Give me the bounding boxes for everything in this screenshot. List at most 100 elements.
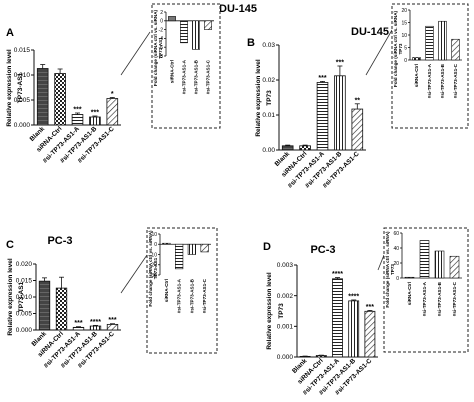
inset-y-axis-label: Fold change (siRNA ctrl vs. siRNA) [148, 230, 153, 307]
significance-label: **** [90, 319, 101, 326]
inset-bar [180, 20, 188, 44]
panel-B: B DU-145 Relative expression level TP73 0.00… [247, 3, 469, 190]
inset-chart: 60 40 20 0 Fold change (siRNA ctrl vs. siRNA… [383, 227, 469, 353]
bar [348, 300, 360, 358]
inset-y-tick-label: 2 [160, 10, 163, 16]
inset-bar [451, 38, 460, 61]
y-tick-label: 0.003 [277, 262, 294, 269]
inset-x-tick-label: #si-TP73-AS1-B [440, 63, 445, 98]
inset-y-tick-label: 10 [401, 33, 407, 39]
significance-label: **** [348, 293, 359, 300]
inset-y-tick-label: 40 [393, 246, 399, 252]
inset-y-tick-label: 20 [401, 8, 407, 14]
inset-x-tick-label: #si-TP73-AS1-C [453, 63, 458, 98]
y-tick-label: 0.03 [262, 42, 275, 49]
inset-bar [162, 242, 171, 245]
y-tick-label: 0.010 [16, 294, 33, 301]
bar [36, 68, 49, 126]
inset-bar [438, 20, 447, 61]
y-axis-label: Relative expression level [7, 258, 14, 336]
significance-label: *** [318, 75, 326, 82]
y-tick-label: 0.010 [14, 72, 31, 79]
inset-bar [187, 243, 197, 255]
inset-y-tick-label: -30 [150, 273, 157, 279]
y-axis-label: Relative expression level [6, 49, 13, 127]
significance-label: *** [108, 317, 116, 324]
significance-label: *** [73, 107, 81, 114]
inset-bar [419, 240, 430, 279]
bar [71, 114, 84, 126]
inset-y-tick-label: 20 [393, 261, 399, 267]
inset-bar [404, 276, 415, 279]
y-tick-label: 0.000 [16, 327, 33, 334]
significance-label: *** [366, 304, 374, 311]
panel-title: DU-145 [351, 26, 389, 38]
inset-y-tick-label: -8 [159, 54, 164, 60]
inset-x-tick-label: #si-TP73-AS1-A [427, 63, 432, 98]
inset-y-axis-label-gene: TP73-AS1 [158, 37, 163, 59]
inset-x-tick-label: siRNA-Ctrl [170, 60, 175, 83]
panel-title: PC-3 [310, 244, 335, 256]
inset-bar [412, 57, 421, 61]
significance-label: *** [91, 110, 99, 117]
significance-label: *** [74, 320, 82, 327]
inset-connector [365, 29, 393, 76]
inset-connector [377, 254, 385, 271]
inset-connector [120, 31, 151, 76]
significance-label: **** [332, 271, 343, 278]
inset-y-tick-label: -2 [159, 27, 164, 33]
inset-y-tick-label: -6 [159, 45, 164, 51]
inset-bar [200, 243, 209, 253]
y-tick-label: 0.001 [277, 324, 294, 331]
inset-y-tick-label: 5 [404, 45, 407, 51]
bar [281, 145, 294, 151]
panel-letter: D [263, 241, 271, 253]
bar [334, 75, 346, 151]
inset-bar [175, 243, 184, 270]
bar [55, 287, 68, 331]
bar [72, 326, 85, 331]
bar [106, 98, 119, 126]
bar [89, 325, 102, 331]
inset-x-tick-label: #si-TP73-AS1-A [177, 278, 182, 313]
bar [89, 116, 101, 126]
bar [351, 108, 364, 151]
inset-bar [192, 20, 200, 50]
inset-y-tick-label: 15 [401, 20, 407, 26]
y-axis-label: Relative expression level [255, 59, 262, 137]
inset-x-tick-label: siRNA-Ctrl [407, 282, 412, 305]
inset-y-tick-label: 0 [154, 242, 157, 248]
inset-y-axis-label: Fold change (siRNA ctrl vs. siRNA) [393, 10, 398, 87]
y-tick-label: 0.00 [262, 147, 275, 154]
y-tick-label: 0.000 [14, 122, 31, 129]
y-axis-label: Relative expression level [266, 272, 273, 350]
y-tick-label: 0.015 [14, 47, 31, 54]
inset-y-axis-label: Fold change (siRNA ctrl vs. siRNA) [385, 231, 390, 308]
y-tick-label: 0.01 [262, 112, 275, 119]
inset-bar [449, 255, 460, 279]
inset-y-axis-label-gene: TP73 [390, 264, 395, 275]
inset-y-tick-label: -4 [159, 36, 164, 42]
inset-x-tick-label: #si-TP73-AS1-B [437, 281, 442, 316]
y-tick-label: 0.005 [16, 311, 33, 318]
inset-y-tick-label: 10 [151, 232, 157, 238]
bar [106, 323, 119, 331]
inset-y-tick-label: -20 [150, 263, 157, 269]
inset-y-axis-label: Fold change (siRNA ctrl vs. siRNA) [153, 9, 158, 86]
y-axis-label-gene: TP73 [266, 90, 273, 106]
inset-connector [120, 254, 148, 294]
panel-title: PC-3 [47, 235, 72, 247]
panel-letter: A [6, 27, 14, 39]
inset-bar [434, 250, 445, 279]
significance-label: ** [355, 97, 361, 104]
bar [315, 355, 327, 358]
inset-frame [391, 3, 469, 129]
y-tick-label: 0.020 [16, 261, 33, 268]
bar [364, 310, 376, 358]
inset-x-tick-label: #si-TP73-AS1-C [452, 281, 457, 316]
panel-title: DU-145 [219, 3, 257, 15]
